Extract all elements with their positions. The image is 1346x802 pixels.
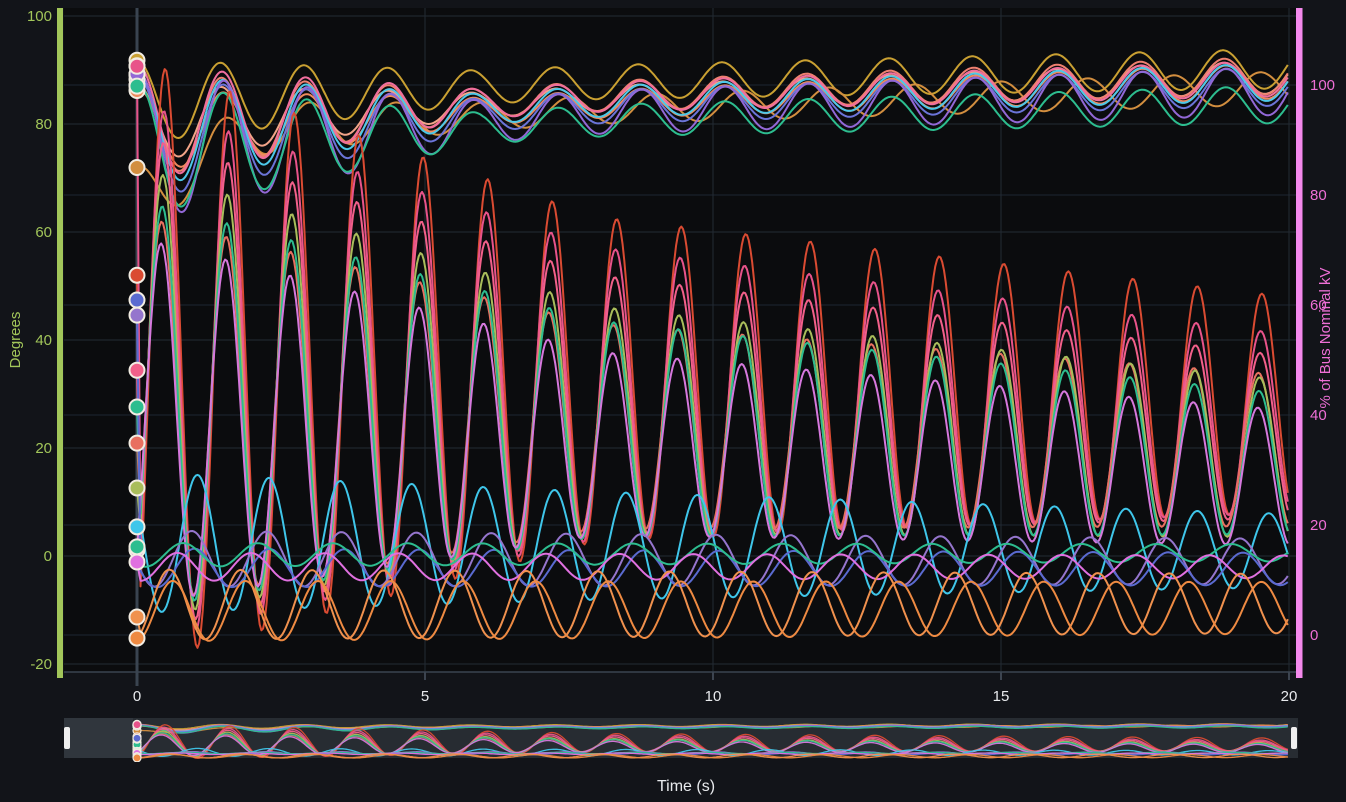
navigator-left-handle[interactable] bbox=[64, 727, 70, 749]
initial-value-markers bbox=[128, 51, 146, 647]
series-line-volt-gold[interactable] bbox=[136, 49, 1289, 139]
series-line-angle-orange[interactable] bbox=[136, 568, 1289, 641]
series-line-angle-magenta-low[interactable] bbox=[136, 551, 1289, 582]
series-line-volt-teal[interactable] bbox=[136, 85, 1289, 208]
start-marker-angle-olive[interactable] bbox=[128, 479, 146, 497]
series-line-volt-indigo[interactable] bbox=[136, 68, 1289, 193]
x-axis-title: Time (s) bbox=[657, 778, 715, 795]
right-tick-label-80: 80 bbox=[1310, 187, 1327, 204]
start-marker-angle-magenta-low[interactable] bbox=[128, 553, 146, 571]
series-curves bbox=[136, 49, 1289, 649]
left-axis-title: Degrees bbox=[7, 312, 24, 369]
start-marker-angle-teal-low[interactable] bbox=[128, 538, 146, 556]
x-tick-label-15: 15 bbox=[993, 688, 1010, 705]
left-tick-label-80: 80 bbox=[35, 116, 52, 133]
series-line-angle-orange-dp[interactable] bbox=[136, 579, 1289, 642]
start-marker-angle-salmon[interactable] bbox=[128, 434, 146, 452]
start-marker-angle-rose[interactable] bbox=[128, 361, 146, 379]
series-line-angle-indigo-low[interactable] bbox=[136, 299, 1289, 589]
start-marker-angle-teal[interactable] bbox=[128, 398, 146, 416]
navigator-right-handle[interactable] bbox=[1291, 727, 1297, 749]
nav-start-marker-angle-crimson bbox=[132, 720, 142, 730]
start-marker-angle-indigo-low[interactable] bbox=[128, 291, 146, 309]
left-tick-label-100: 100 bbox=[27, 8, 52, 25]
x-tick-label-20: 20 bbox=[1281, 688, 1298, 705]
start-marker-volt-teal[interactable] bbox=[128, 77, 146, 95]
range-navigator[interactable] bbox=[64, 718, 1298, 762]
x-tick-label-10: 10 bbox=[705, 688, 722, 705]
start-marker-angle-cyan-low[interactable] bbox=[128, 518, 146, 536]
right-tick-label-100: 100 bbox=[1310, 77, 1335, 94]
nav-start-marker-angle-orange-dp bbox=[132, 753, 142, 762]
start-marker-angle-orange-dp[interactable] bbox=[128, 629, 146, 647]
left-tick-label-40: 40 bbox=[35, 332, 52, 349]
nav-series-line-angle-orange-dp bbox=[137, 753, 1288, 759]
navigator-mini-chart bbox=[132, 719, 1289, 762]
right-tick-label-20: 20 bbox=[1310, 517, 1327, 534]
left-tick-label-0: 0 bbox=[44, 548, 52, 565]
series-line-volt-violet[interactable] bbox=[136, 67, 1289, 214]
series-line-angle-cyan-low[interactable] bbox=[136, 473, 1289, 613]
navigator-empty-region bbox=[64, 718, 133, 758]
left-axis-bar[interactable] bbox=[57, 8, 63, 678]
series-line-volt-pink[interactable] bbox=[136, 61, 1289, 175]
right-axis-title: % of Bus Nominal kV bbox=[1317, 268, 1334, 409]
start-marker-volt-amber[interactable] bbox=[128, 159, 146, 176]
right-tick-label-40: 40 bbox=[1310, 407, 1327, 424]
x-tick-label-0: 0 bbox=[133, 688, 141, 705]
start-marker-angle-orange[interactable] bbox=[128, 608, 146, 626]
start-marker-angle-red[interactable] bbox=[128, 266, 146, 284]
series-line-angle-orchid[interactable] bbox=[136, 242, 1289, 597]
x-tick-label-5: 5 bbox=[421, 688, 429, 705]
nav-start-marker-angle-indigo-low bbox=[132, 733, 142, 743]
start-marker-angle-crimson[interactable] bbox=[128, 57, 146, 75]
series-line-angle-teal-low[interactable] bbox=[136, 542, 1289, 568]
right-tick-label-60: 60 bbox=[1310, 297, 1327, 314]
left-tick-label-20: 20 bbox=[35, 440, 52, 457]
nav-series-line-volt-teal bbox=[137, 725, 1288, 734]
right-tick-label-0: 0 bbox=[1310, 627, 1318, 644]
right-axis-bar[interactable] bbox=[1296, 8, 1303, 678]
start-marker-angle-violet-low[interactable] bbox=[128, 306, 146, 324]
left-tick-label--20: -20 bbox=[30, 656, 52, 673]
left-tick-label-60: 60 bbox=[35, 224, 52, 241]
series-line-volt-cyan[interactable] bbox=[136, 64, 1289, 182]
axes: 100 80 60 40 20 0 -20 100 80 60 40 20 0 0 5 10 15 20 bbox=[27, 8, 1335, 705]
